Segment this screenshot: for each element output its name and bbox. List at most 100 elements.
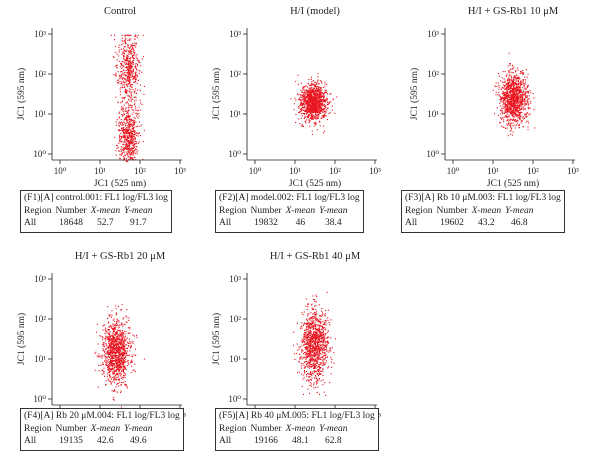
data-point bbox=[133, 124, 135, 126]
data-point bbox=[517, 95, 519, 97]
data-point bbox=[518, 95, 520, 97]
data-point bbox=[312, 109, 314, 111]
data-point bbox=[316, 95, 318, 97]
data-point bbox=[119, 136, 121, 138]
data-point bbox=[317, 88, 319, 90]
data-point bbox=[139, 132, 141, 134]
data-point bbox=[327, 93, 329, 95]
data-point bbox=[520, 102, 522, 104]
data-point bbox=[302, 87, 304, 89]
data-point bbox=[121, 369, 123, 371]
data-point bbox=[122, 66, 124, 68]
data-point bbox=[115, 368, 117, 370]
data-point bbox=[120, 132, 122, 134]
data-point bbox=[314, 109, 316, 111]
data-point bbox=[302, 99, 304, 101]
data-point bbox=[125, 384, 127, 386]
data-point bbox=[126, 133, 128, 135]
data-point bbox=[520, 107, 522, 109]
data-point bbox=[111, 364, 113, 366]
data-point bbox=[94, 369, 96, 371]
data-point bbox=[129, 120, 131, 122]
data-point bbox=[99, 356, 101, 358]
data-point bbox=[124, 348, 126, 350]
data-point bbox=[320, 117, 322, 119]
data-point bbox=[300, 82, 302, 84]
data-point bbox=[521, 100, 523, 102]
data-point bbox=[134, 137, 136, 139]
data-point bbox=[510, 85, 512, 87]
data-point bbox=[127, 362, 129, 364]
data-point bbox=[295, 122, 297, 124]
data-point bbox=[127, 107, 129, 109]
data-point bbox=[320, 338, 322, 340]
data-point bbox=[114, 136, 116, 138]
data-point bbox=[315, 328, 317, 330]
data-point bbox=[299, 103, 301, 105]
data-point bbox=[123, 113, 125, 115]
data-point bbox=[512, 92, 514, 94]
data-point bbox=[131, 138, 133, 140]
data-point bbox=[121, 77, 123, 79]
data-point bbox=[122, 354, 124, 356]
data-point bbox=[110, 365, 112, 367]
data-point bbox=[133, 123, 135, 125]
data-point bbox=[134, 96, 136, 98]
data-point bbox=[315, 324, 317, 326]
data-point bbox=[307, 108, 309, 110]
data-point bbox=[527, 107, 529, 109]
data-point bbox=[319, 107, 321, 109]
data-point bbox=[317, 339, 319, 341]
data-point bbox=[303, 100, 305, 102]
data-point bbox=[321, 108, 323, 110]
data-point bbox=[501, 86, 503, 88]
data-point bbox=[109, 368, 111, 370]
data-point bbox=[512, 79, 514, 81]
data-point bbox=[111, 369, 113, 371]
data-point bbox=[119, 342, 121, 344]
data-point bbox=[519, 94, 521, 96]
data-point bbox=[322, 384, 324, 386]
data-point bbox=[138, 72, 140, 74]
data-point bbox=[124, 34, 126, 36]
data-point bbox=[132, 119, 134, 121]
data-point bbox=[111, 353, 113, 355]
data-point bbox=[300, 108, 302, 110]
data-point bbox=[309, 324, 311, 326]
data-point bbox=[104, 354, 106, 356]
data-point bbox=[118, 347, 120, 349]
data-point bbox=[128, 77, 130, 79]
data-point bbox=[129, 95, 131, 97]
data-point bbox=[315, 112, 317, 114]
data-point bbox=[133, 75, 135, 77]
data-point bbox=[125, 38, 127, 40]
data-point bbox=[308, 352, 310, 354]
data-point bbox=[311, 108, 313, 110]
data-point bbox=[521, 120, 523, 122]
data-point bbox=[513, 101, 515, 103]
data-point bbox=[521, 97, 523, 99]
data-point bbox=[319, 93, 321, 95]
data-point bbox=[127, 136, 129, 138]
data-point bbox=[132, 109, 134, 111]
data-point bbox=[310, 102, 312, 104]
data-point bbox=[497, 94, 499, 96]
data-point bbox=[524, 103, 526, 105]
y-tick-label: 10³ bbox=[34, 274, 46, 284]
data-point bbox=[325, 309, 327, 311]
data-point bbox=[503, 102, 505, 104]
data-point bbox=[513, 96, 515, 98]
data-point bbox=[312, 90, 314, 92]
data-point bbox=[501, 108, 503, 110]
data-point bbox=[123, 148, 125, 150]
data-point bbox=[504, 108, 506, 110]
data-point bbox=[519, 101, 521, 103]
data-point bbox=[511, 83, 513, 85]
data-point bbox=[107, 338, 109, 340]
data-point bbox=[124, 72, 126, 74]
data-point bbox=[516, 93, 518, 95]
data-point bbox=[108, 364, 110, 366]
data-point bbox=[519, 84, 521, 86]
data-point bbox=[518, 112, 520, 114]
stat-x-mean: 46 bbox=[295, 218, 306, 228]
